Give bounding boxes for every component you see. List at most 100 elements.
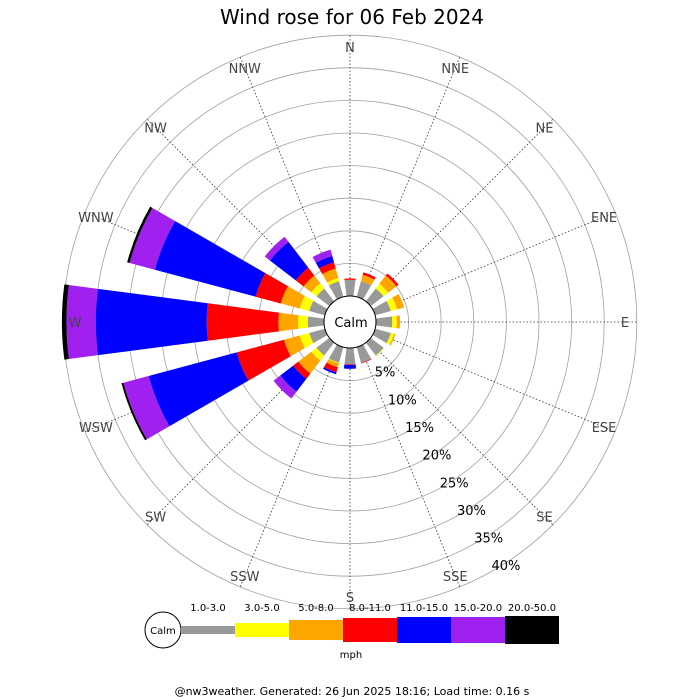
- petal-segment: [273, 375, 297, 399]
- petal-segment: [127, 206, 153, 263]
- petal-segment: [360, 358, 372, 364]
- petal-segment: [375, 347, 385, 357]
- footer-text: @nw3weather. Generated: 26 Jun 2025 18:1…: [175, 685, 530, 698]
- petal-segment: [316, 337, 335, 356]
- petal-segment: [322, 367, 337, 375]
- petal-wnw: [127, 206, 328, 316]
- petal-segment: [311, 347, 325, 361]
- petal-segment: [315, 255, 334, 269]
- petal-segment: [386, 332, 395, 345]
- petal-segment: [121, 382, 147, 441]
- legend-bin-label: 5.0-8.0: [298, 603, 333, 614]
- chart-title: Wind rose for 06 Feb 2024: [220, 5, 484, 29]
- petal-nnw: [312, 249, 344, 300]
- direction-label: NNE: [441, 62, 469, 77]
- ring-label: 20%: [422, 449, 451, 464]
- petal-segment: [323, 362, 338, 373]
- direction-label: NNW: [229, 62, 261, 77]
- petal-segment: [360, 274, 375, 286]
- direction-label: SSW: [230, 570, 260, 585]
- petal-s: [343, 347, 357, 369]
- petal-segment: [356, 344, 372, 363]
- ring-label: 25%: [440, 476, 469, 491]
- direction-label: SE: [536, 510, 552, 525]
- direction-label: NW: [144, 122, 167, 137]
- direction-spoke: [373, 331, 616, 433]
- petal-segment: [148, 352, 249, 427]
- petal-e: [375, 315, 401, 329]
- direction-spoke: [239, 345, 341, 588]
- legend-swatch: [451, 617, 505, 643]
- petal-segment: [95, 288, 208, 356]
- petal-segment: [344, 278, 356, 281]
- petal-segment: [386, 297, 398, 312]
- legend-bin-label: 3.0-5.0: [244, 603, 279, 614]
- petal-segment: [344, 363, 356, 365]
- direction-spoke: [359, 56, 461, 299]
- petal-segment: [129, 207, 176, 270]
- petal-segment: [375, 316, 393, 328]
- ring-label: 10%: [388, 393, 417, 408]
- ring-label: 15%: [405, 421, 434, 436]
- petal-segment: [299, 295, 314, 312]
- petal-nw: [264, 236, 335, 307]
- petal-ese: [372, 328, 396, 346]
- legend-swatch: [397, 617, 451, 643]
- petal-segment: [379, 275, 397, 293]
- direction-spoke: [359, 345, 461, 588]
- petal-segment: [61, 284, 69, 360]
- petal-segment: [316, 288, 335, 307]
- ring-label: 5%: [375, 366, 396, 381]
- petal-ssw: [322, 344, 344, 375]
- petal-segment: [255, 273, 288, 304]
- petal-segment: [328, 358, 340, 364]
- legend-bin-label: 20.0-50.0: [508, 603, 556, 614]
- legend-swatch: [505, 616, 559, 644]
- petal-segment: [297, 315, 309, 329]
- petal-wsw: [121, 328, 328, 441]
- petal-segment: [391, 315, 397, 329]
- legend-calm-label: Calm: [150, 626, 176, 637]
- petal-segment: [307, 316, 325, 328]
- direction-label: WSW: [79, 421, 113, 436]
- legend-swatch: [181, 626, 235, 634]
- petal-segment: [344, 347, 356, 365]
- direction-label: SSE: [443, 570, 468, 585]
- petal-segment: [389, 333, 396, 346]
- petal-segment: [328, 281, 344, 300]
- petal-segment: [326, 359, 339, 368]
- calm-circle: Calm: [323, 295, 377, 349]
- petal-segment: [385, 273, 399, 287]
- direction-spoke: [368, 118, 554, 304]
- ring-label: 40%: [492, 559, 521, 574]
- petal-segment: [283, 335, 305, 357]
- direction-label: E: [621, 316, 629, 331]
- petal-segment: [123, 375, 170, 440]
- petal-n: [344, 278, 356, 297]
- petal-segment: [278, 312, 299, 332]
- direction-spoke: [368, 340, 554, 526]
- legend-bin-label: 15.0-20.0: [454, 603, 502, 614]
- petal-segment: [344, 279, 356, 297]
- petal-segment: [295, 267, 315, 287]
- ring-labels: 5% 10% 15% 20% 25% 30% 35% 40%: [375, 366, 521, 575]
- petal-segment: [298, 351, 321, 374]
- petal-nne: [356, 272, 376, 300]
- petal-segment: [375, 283, 389, 297]
- petal-segment: [303, 275, 321, 293]
- petal-segment: [365, 337, 384, 356]
- petal-segment: [280, 365, 307, 392]
- petal-w: [61, 284, 325, 360]
- legend-unit-label: mph: [340, 650, 362, 661]
- direction-label: SW: [145, 510, 166, 525]
- petal-segment: [66, 284, 98, 360]
- direction-label: ENE: [591, 211, 617, 226]
- petal-segment: [280, 286, 305, 309]
- petal-segment: [293, 361, 311, 379]
- petal-se: [365, 337, 385, 357]
- calm-label: Calm: [334, 316, 367, 331]
- ring-label: 30%: [457, 504, 486, 519]
- petal-segment: [328, 344, 344, 363]
- speed-legend: Calm 1.0-3.0 3.0-5.0 5.0-8.0 8.0-11.0 11.0-15…: [144, 603, 559, 661]
